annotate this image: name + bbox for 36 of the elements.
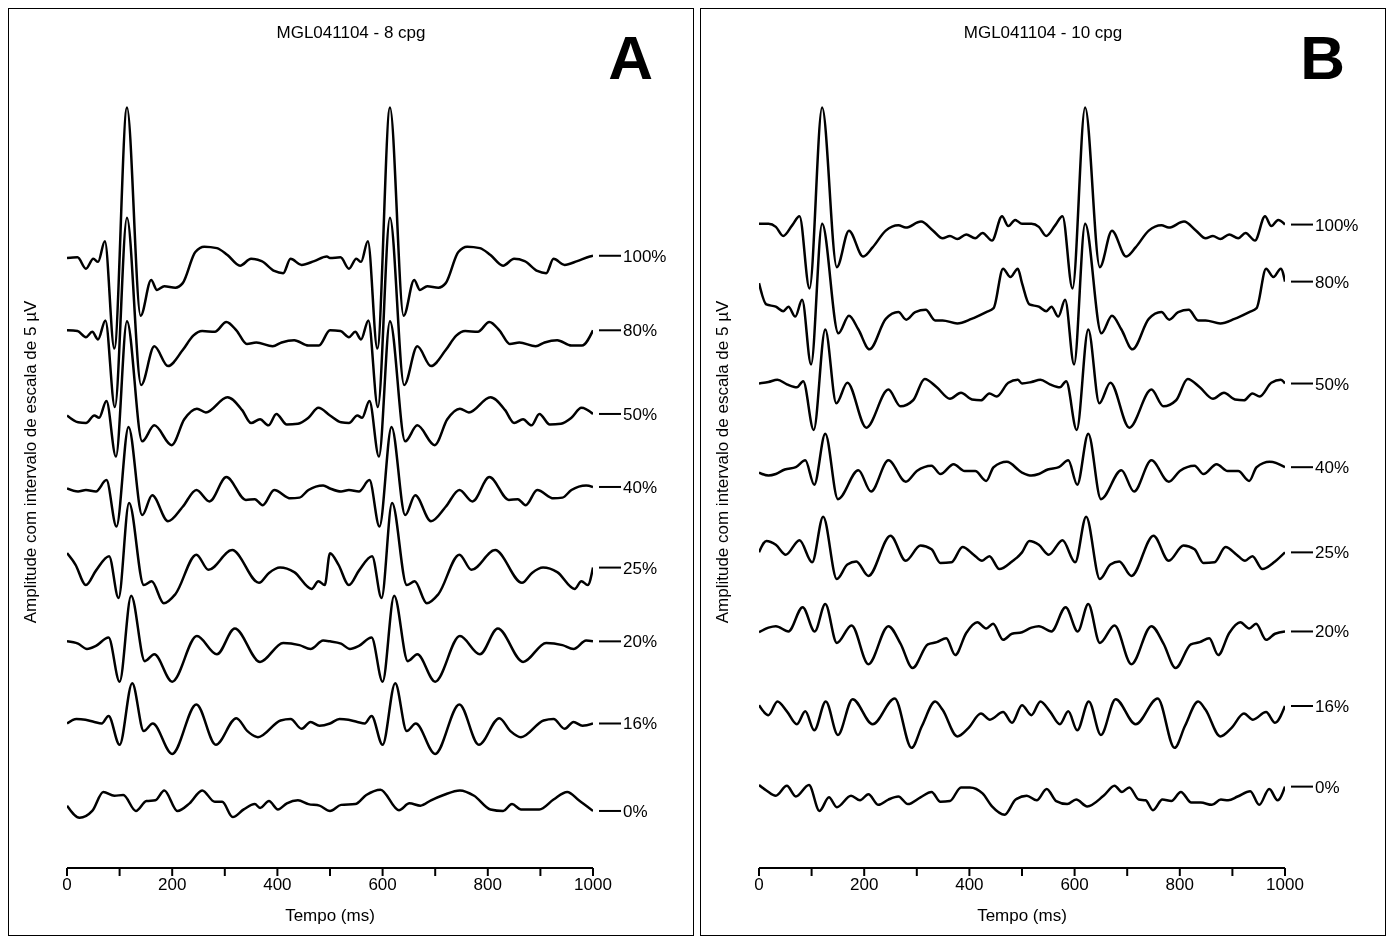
x-tick-label: 400 (263, 875, 292, 895)
x-axis-title: Tempo (ms) (977, 906, 1067, 925)
x-tick-label: 0 (754, 875, 764, 895)
legend-label: 50% (623, 404, 658, 424)
x-tick-label: 0 (62, 875, 72, 895)
legend-label: 25% (623, 558, 658, 578)
x-tick-label: 1000 (1266, 875, 1304, 895)
x-tick-label: 400 (955, 875, 984, 895)
legend-label: 16% (623, 714, 658, 734)
x-tick-label: 800 (1165, 875, 1194, 895)
x-axis-title: Tempo (ms) (285, 906, 375, 925)
legend-label: 25% (1315, 543, 1350, 563)
legend-label: 40% (1315, 458, 1350, 478)
legend-label: 0% (1315, 777, 1340, 797)
x-tick-label: 600 (1060, 875, 1089, 895)
text: B (1300, 23, 1345, 93)
x-tick-label: 1000 (574, 875, 612, 895)
legend-label: 80% (623, 321, 658, 341)
x-tick-label: 200 (850, 875, 879, 895)
text: A (608, 23, 653, 93)
y-axis-title: Amplitude com intervalo de escala de 5 µV (21, 300, 41, 624)
legend-label: 20% (1315, 622, 1350, 642)
legend-label: 16% (1315, 697, 1350, 716)
legend-label: 50% (1315, 374, 1350, 394)
legend-label: 100% (1315, 215, 1359, 235)
legend-label: 0% (623, 801, 648, 821)
legend-label: 40% (623, 477, 658, 497)
legend-label: 80% (1315, 272, 1350, 292)
legend-label: 20% (623, 632, 658, 652)
x-tick-label: 200 (158, 875, 187, 895)
x-tick-label: 800 (473, 875, 502, 895)
chart-title: MGL041104 - 8 cpg (276, 23, 426, 42)
legend-label: 100% (623, 246, 667, 266)
x-tick-label: 600 (368, 875, 397, 895)
y-axis-title: Amplitude com intervalo de escala de 5 µV (713, 300, 733, 624)
chart-title: MGL041104 - 10 cpg (963, 23, 1123, 42)
